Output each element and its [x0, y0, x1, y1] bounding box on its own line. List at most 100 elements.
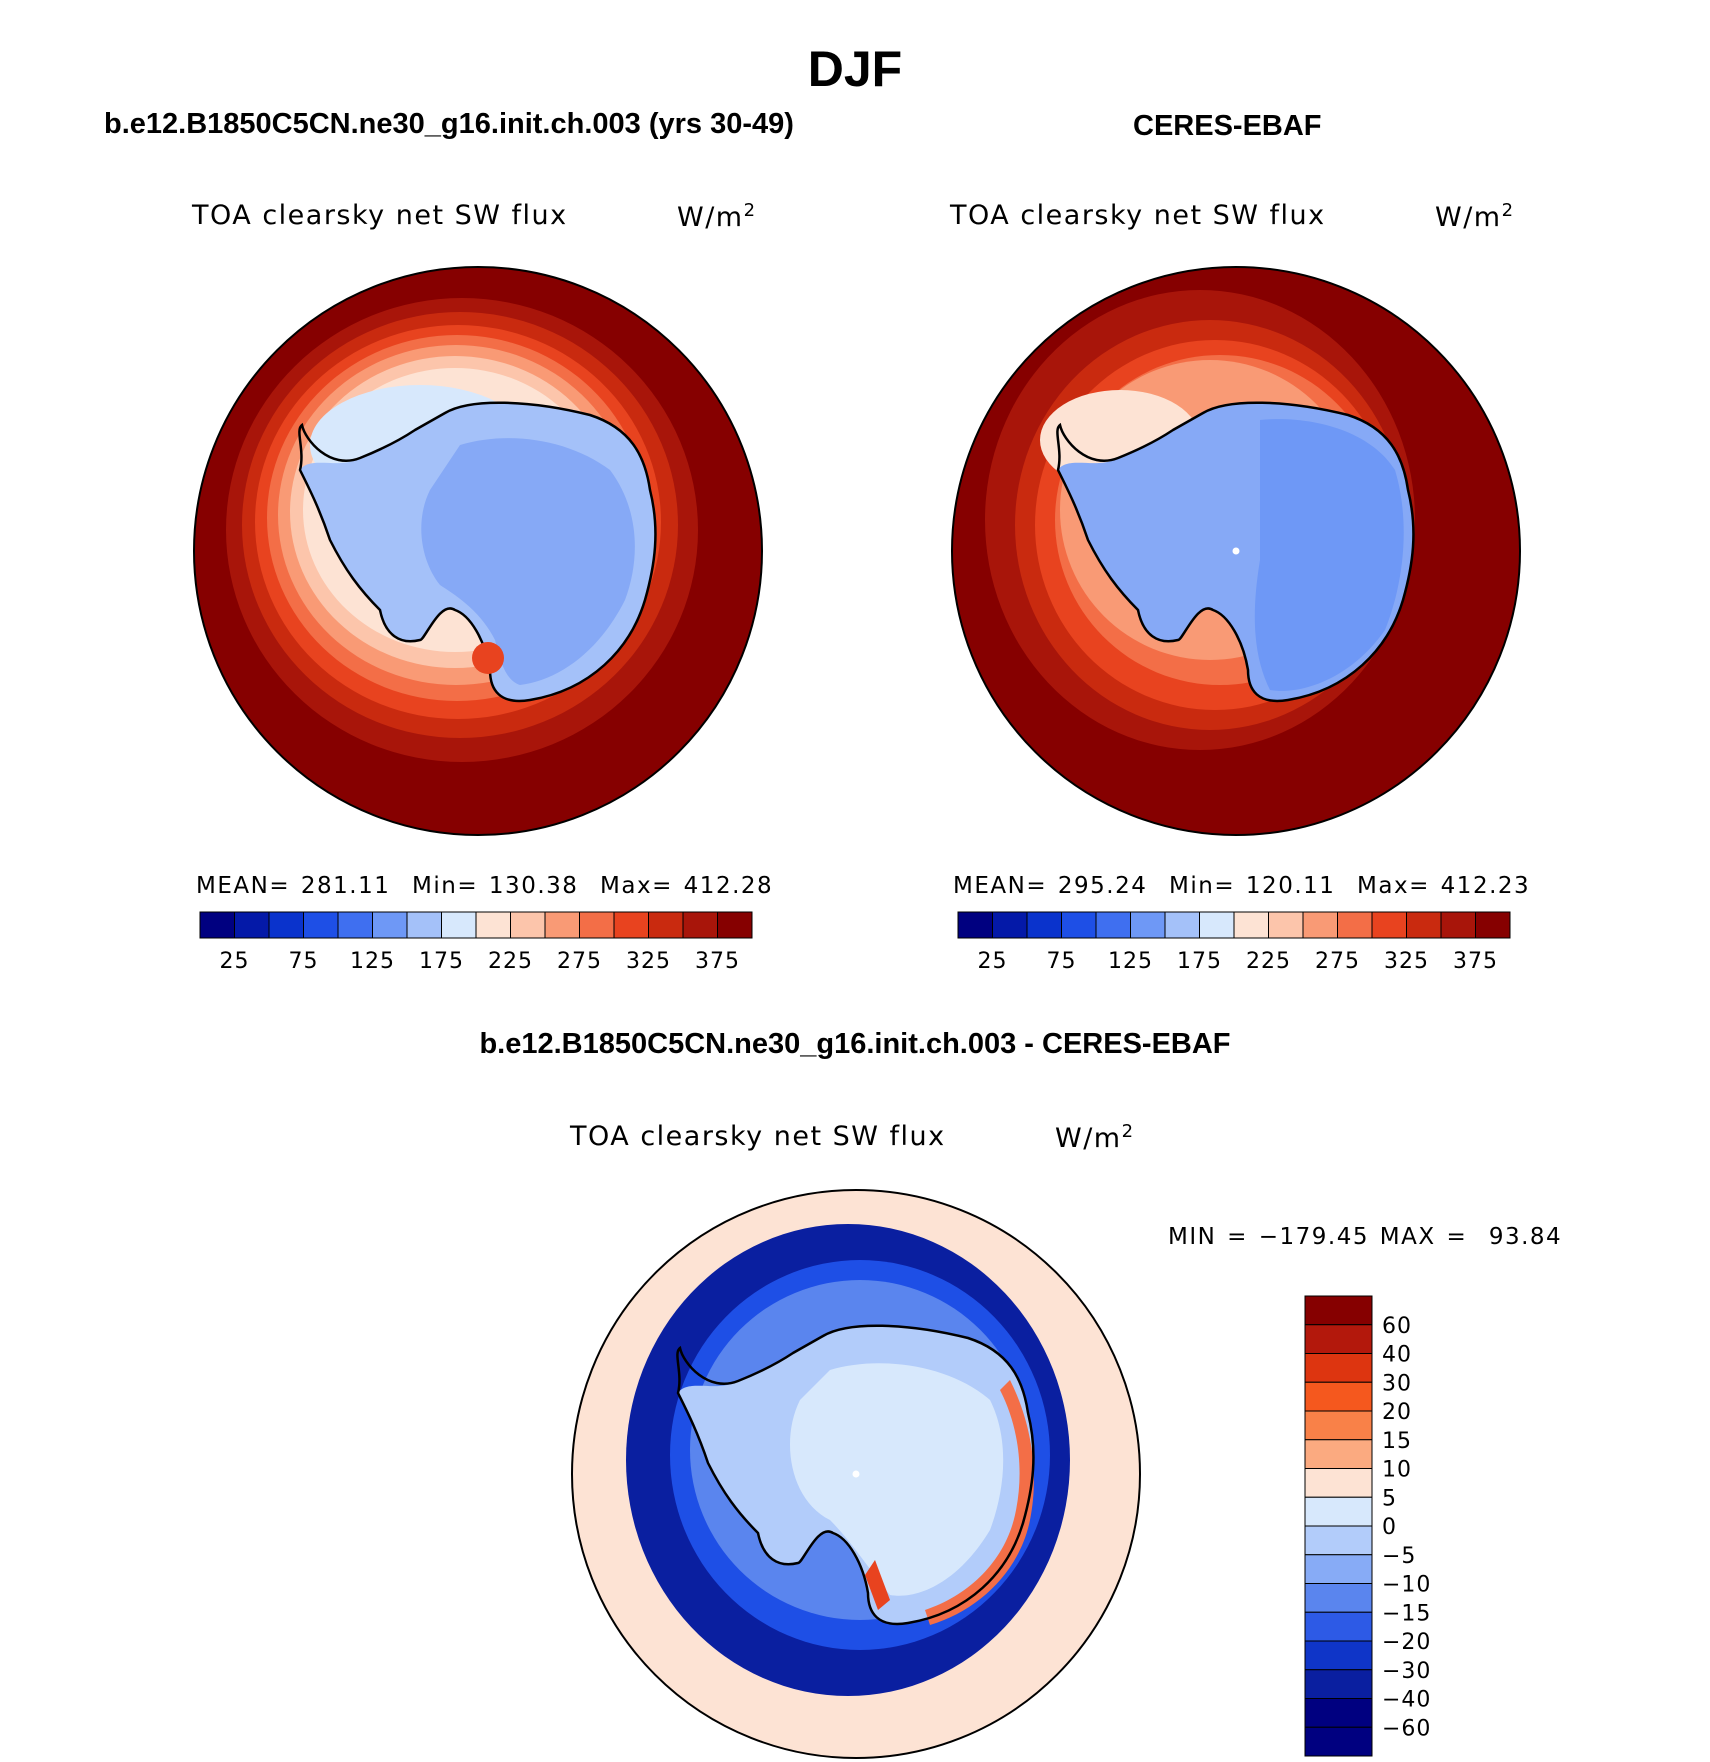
colorbar-tick-label: 0	[1382, 1515, 1397, 1540]
colorbar-swatch	[1337, 911, 1373, 939]
colorbar-tick-label: −60	[1382, 1716, 1431, 1741]
max-label-model: Max=	[600, 873, 673, 899]
map-diff	[572, 1190, 1140, 1758]
colorbar-swatch	[1304, 1324, 1373, 1354]
colorbar-swatch	[1304, 1410, 1373, 1441]
colorbar-tick-label: 75	[1047, 949, 1077, 974]
min-label-model: Min=	[412, 873, 479, 899]
stats-obs: MEAN= 295.24 Min= 120.11 Max= 412.23	[953, 873, 1530, 899]
colorbar-swatch	[234, 911, 270, 939]
colorbar-tick-label: 75	[289, 949, 319, 974]
map-diff-pole	[852, 1470, 860, 1478]
colorbar-swatch	[682, 911, 718, 939]
colorbar-tick-label: −5	[1382, 1544, 1416, 1569]
max-value-obs: 412.23	[1440, 873, 1531, 899]
units-exp-model: 2	[743, 200, 757, 221]
min-value-model: 130.38	[488, 873, 579, 899]
max-value-diff: 93.84	[1488, 1224, 1563, 1250]
units-label-diff: W/m2	[1055, 1121, 1135, 1154]
colorbar-tick-label: 275	[557, 949, 602, 974]
colorbar-swatch	[1164, 911, 1200, 939]
colorbar-tick-label: 5	[1382, 1486, 1397, 1511]
map-obs-coastline	[1056, 401, 1415, 703]
max-value-model: 412.28	[683, 873, 774, 899]
colorbar-tick-label: 375	[695, 949, 740, 974]
colorbar-tick-label: −30	[1382, 1659, 1431, 1684]
colorbar-tick-label: −20	[1382, 1630, 1431, 1655]
colorbar-tick-label: 375	[1453, 949, 1498, 974]
colorbar-swatch	[717, 911, 753, 939]
variable-label-obs: TOA clearsky net SW flux	[950, 200, 1326, 231]
colorbar-swatch	[648, 911, 684, 939]
variable-label-model: TOA clearsky net SW flux	[192, 200, 568, 231]
min-value-obs: 120.11	[1245, 873, 1336, 899]
map-diff-coastline	[676, 1324, 1035, 1626]
colorbar-swatch	[1304, 1669, 1373, 1699]
colorbar-tick-label: 20	[1382, 1400, 1412, 1425]
colorbar-swatch	[1304, 1583, 1373, 1613]
colorbar-tick-label: 25	[220, 949, 250, 974]
colorbar-swatch	[372, 911, 408, 939]
colorbar-swatch	[406, 911, 442, 939]
map-model-warm-spot	[472, 642, 504, 674]
units-text-diff: W/m	[1055, 1123, 1122, 1154]
colorbar-swatch	[475, 911, 511, 939]
colorbar-swatch	[1304, 1439, 1373, 1469]
map-diff-frame	[571, 1189, 1141, 1759]
colorbar-swatch	[1304, 1698, 1373, 1728]
units-exp-diff: 2	[1121, 1121, 1135, 1142]
map-obs-antarctica-east	[1254, 419, 1404, 691]
max-label-obs: Max=	[1357, 873, 1430, 899]
stats-diff: MIN = −179.45 MAX = 93.84	[1168, 1224, 1562, 1250]
colorbar-tick-label: 225	[488, 949, 533, 974]
map-model-antarctica-interior	[421, 438, 635, 685]
colorbar-swatch	[1130, 911, 1166, 939]
units-label-model: W/m2	[677, 200, 757, 233]
mean-label-obs: MEAN=	[953, 873, 1048, 899]
colorbar-swatch	[1371, 911, 1407, 939]
mean-label-model: MEAN=	[196, 873, 291, 899]
colorbar-swatch	[268, 911, 304, 939]
variable-label-diff: TOA clearsky net SW flux	[570, 1121, 946, 1152]
min-label-diff: MIN =	[1168, 1224, 1248, 1250]
colorbar-swatch	[303, 911, 339, 939]
min-value-diff: −179.45	[1258, 1224, 1369, 1250]
min-label-obs: Min=	[1169, 873, 1236, 899]
colorbar-swatch	[1061, 911, 1097, 939]
colorbar-tick-label: 175	[1177, 949, 1222, 974]
colorbar-swatch	[1406, 911, 1442, 939]
colorbar-swatch	[1095, 911, 1131, 939]
colorbar-tick-label: 325	[626, 949, 671, 974]
map-obs-pole	[1232, 547, 1240, 555]
colorbar-swatch	[1304, 1554, 1373, 1584]
colorbar-swatch	[544, 911, 580, 939]
colorbar-swatch	[1304, 1353, 1373, 1383]
colorbar-model: 25 75 125 175 225 275 325 375	[199, 911, 753, 974]
colorbar-swatch	[1304, 1381, 1373, 1412]
colorbar-tick-label: 325	[1384, 949, 1429, 974]
colorbar-swatch	[1304, 1525, 1373, 1556]
map-model	[194, 267, 762, 835]
colorbar-swatch	[579, 911, 615, 939]
panel-title-obs: CERES-EBAF	[1133, 110, 1322, 142]
colorbar-swatch	[441, 911, 477, 939]
colorbar-swatch	[1233, 911, 1269, 939]
panel-title-diff: b.e12.B1850C5CN.ne30_g16.init.ch.003 - C…	[479, 1028, 1231, 1060]
colorbar-tick-label: 15	[1382, 1429, 1412, 1454]
colorbar-swatch	[992, 911, 1028, 939]
colorbar-swatch	[199, 911, 235, 939]
colorbar-swatch	[613, 911, 649, 939]
map-model-frame	[193, 266, 763, 836]
colorbar-tick-label: 125	[350, 949, 395, 974]
max-label-diff: MAX =	[1379, 1224, 1468, 1250]
colorbar-swatch	[1304, 1295, 1373, 1326]
colorbar-swatch	[1304, 1726, 1373, 1757]
colorbar-swatch	[1440, 911, 1476, 939]
units-text-model: W/m	[677, 202, 744, 233]
colorbar-swatch	[1026, 911, 1062, 939]
colorbar-tick-label: −40	[1382, 1688, 1431, 1713]
map-model-coastline	[298, 401, 657, 703]
map-obs-frame	[951, 266, 1521, 836]
mean-value-obs: 295.24	[1057, 873, 1148, 899]
